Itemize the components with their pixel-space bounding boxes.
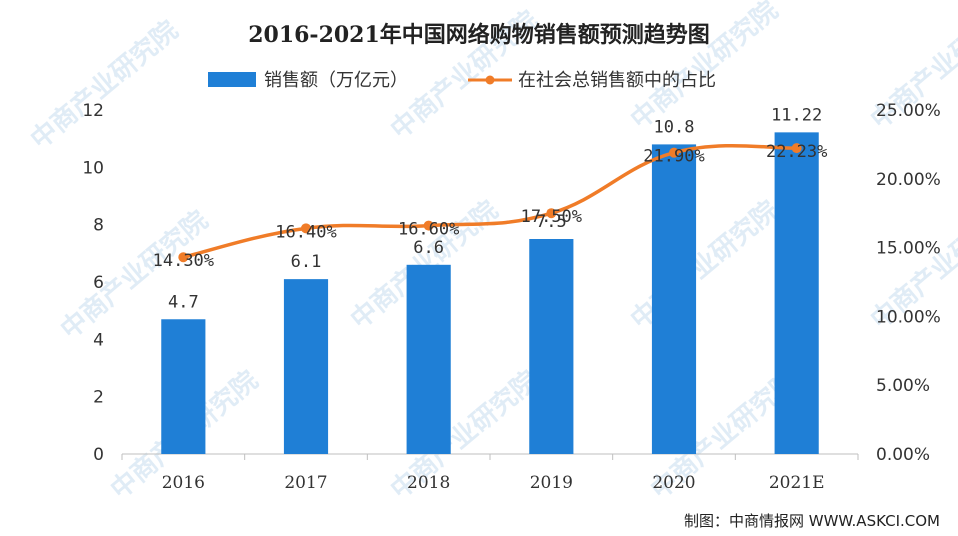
- line-point: [301, 223, 311, 234]
- bar-value-label: 6.1: [291, 252, 322, 272]
- line-point: [791, 143, 802, 154]
- chart-title: 2016-2021年中国网络购物销售额预测趋势图: [248, 22, 710, 48]
- x-tick-label: 2019: [530, 473, 573, 493]
- y-right-tick-label: 25.00%: [876, 101, 941, 121]
- y-right-tick-label: 15.00%: [876, 239, 941, 259]
- line-value-label: 21.90%: [643, 147, 704, 167]
- bar: [651, 144, 697, 454]
- watermark-text: 中商产业研究院: [625, 0, 784, 135]
- x-tick-label: 2016: [162, 473, 205, 493]
- line-point: [423, 220, 434, 231]
- y-left-tick-label: 2: [93, 388, 104, 408]
- legend-line-marker: [485, 75, 495, 85]
- line-value-label: 14.30%: [153, 251, 214, 271]
- y-right-tick-label: 20.00%: [876, 170, 941, 190]
- bar: [161, 319, 206, 454]
- y-left-tick-label: 8: [93, 216, 104, 236]
- source-note: 制图：中商情报网 WWW.ASKCI.COM: [684, 512, 940, 530]
- bar-value-label: 4.7: [168, 292, 199, 312]
- legend-bar-swatch: [208, 72, 256, 87]
- bar-value-label: 6.6: [413, 238, 444, 258]
- legend-line-label: 在社会总销售额中的占比: [518, 70, 716, 91]
- line-path: [182, 143, 797, 259]
- x-tick-label: 2017: [284, 473, 327, 493]
- bar: [406, 264, 451, 454]
- line-series: [178, 143, 802, 263]
- legend-bar-label: 销售额（万亿元）: [264, 70, 408, 91]
- x-tick-label: 2020: [652, 473, 695, 493]
- line-value-label: 22.23%: [766, 142, 827, 162]
- y-right-tick-label: 5.00%: [876, 376, 930, 396]
- y-left-tick-label: 12: [82, 101, 104, 121]
- bar-value-label: 10.8: [654, 117, 695, 137]
- line-point: [669, 147, 679, 158]
- y-left-tick-label: 4: [93, 330, 104, 350]
- x-tick-label: 2018: [407, 473, 450, 493]
- line-value-label: 16.60%: [398, 220, 459, 240]
- x-tick-label: 2021E: [769, 473, 825, 493]
- y-right-tick-label: 0.00%: [876, 445, 930, 465]
- line-value-label: 17.50%: [521, 207, 582, 227]
- legend: 销售额（万亿元） 在社会总销售额中的占比: [208, 70, 716, 91]
- bar-value-label: 7.5: [536, 212, 567, 232]
- y-right-tick-label: 10.00%: [876, 307, 941, 327]
- bar-series: [161, 132, 819, 455]
- data-labels: 4.7 6.1 6.6 7.5 10.8 11.22 14.30% 16.40% 16.60% 1…: [153, 105, 828, 312]
- bar-value-label: 11.22: [771, 105, 822, 125]
- watermark-text: 中商产业研究院: [25, 15, 184, 156]
- bar: [283, 279, 329, 454]
- y-left-tick-label: 6: [93, 273, 104, 293]
- line-point: [178, 252, 189, 263]
- y-left-tick-label: 10: [82, 158, 104, 178]
- line-value-label: 16.40%: [275, 222, 336, 242]
- line-point: [546, 208, 557, 219]
- bar: [529, 239, 574, 454]
- axes: 2016 2017 2018 2019 2020 2021E 0 2 4 6 8 10 12 0.00% 5…: [82, 101, 940, 493]
- y-left-tick-label: 0: [93, 445, 104, 465]
- bar: [774, 132, 819, 455]
- watermark-text: 中商产业研究院: [625, 195, 784, 336]
